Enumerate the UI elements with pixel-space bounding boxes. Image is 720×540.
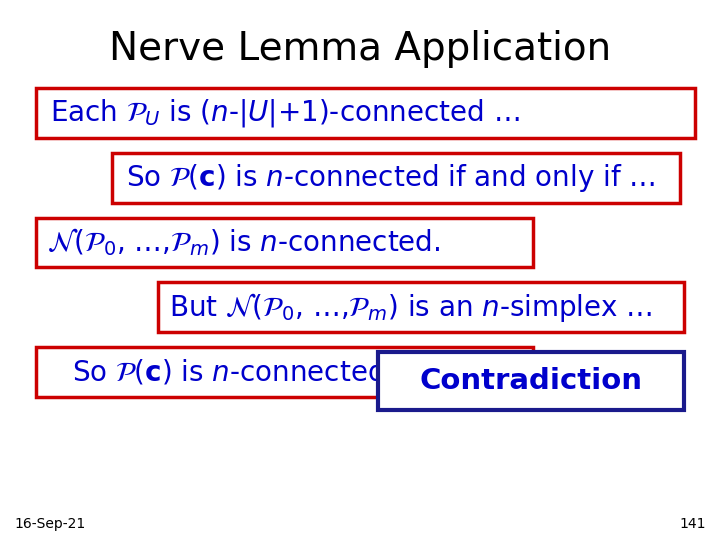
FancyBboxPatch shape (36, 218, 533, 267)
Text: 16-Sep-21: 16-Sep-21 (14, 517, 86, 531)
FancyBboxPatch shape (112, 153, 680, 202)
Text: But $\mathcal{N}$($\mathcal{P}_0$, $\ldots$,$\mathcal{P}_m$) is an $n$-simplex $: But $\mathcal{N}$($\mathcal{P}_0$, $\ldo… (169, 291, 653, 324)
Text: Contradiction: Contradiction (420, 367, 642, 395)
FancyBboxPatch shape (378, 352, 684, 410)
Text: $\mathcal{N}$($\mathcal{P}_0$, $\ldots$,$\mathcal{P}_m$) is $n$-connected.: $\mathcal{N}$($\mathcal{P}_0$, $\ldots$,… (47, 227, 440, 258)
Text: So $\mathcal{P}$($\mathbf{c}$) is $n$-connected if and only if $\ldots$: So $\mathcal{P}$($\mathbf{c}$) is $n$-co… (126, 161, 655, 194)
Text: Each $\mathcal{P}_U$ is $(n$-$|U|$$+$$1)$-connected $\ldots$: Each $\mathcal{P}_U$ is $(n$-$|U|$$+$$1)… (50, 97, 520, 129)
FancyBboxPatch shape (158, 282, 684, 332)
Text: Nerve Lemma Application: Nerve Lemma Application (109, 30, 611, 68)
Text: 141: 141 (679, 517, 706, 531)
FancyBboxPatch shape (36, 88, 695, 138)
Text: So $\mathcal{P}$($\mathbf{c}$) is $n$-connected!: So $\mathcal{P}$($\mathbf{c}$) is $n$-co… (72, 357, 394, 387)
FancyBboxPatch shape (36, 347, 533, 397)
